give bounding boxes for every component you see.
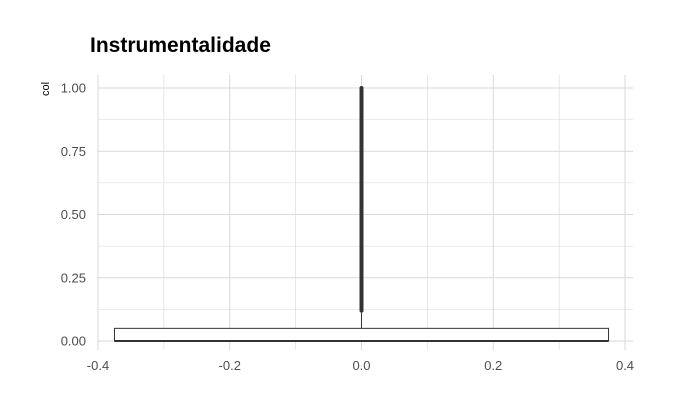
y-tick-label: 0.75: [61, 144, 86, 159]
x-tick-label: 0.2: [484, 358, 502, 373]
y-tick-label: 1.00: [61, 81, 86, 96]
y-tick-label: 0.50: [61, 207, 86, 222]
y-tick-label: 0.00: [61, 334, 86, 349]
y-axis-label: col: [40, 82, 52, 96]
y-tick-labels: 0.00 0.25 0.50 0.75 1.00: [61, 81, 86, 349]
x-tick-labels: -0.4 -0.2 0.0 0.2 0.4: [87, 358, 634, 373]
x-tick-label: -0.4: [87, 358, 109, 373]
y-tick-label: 0.25: [61, 270, 86, 285]
grid-lines: [97, 75, 633, 350]
x-tick-label: -0.2: [219, 358, 241, 373]
x-tick-label: 0.0: [352, 358, 370, 373]
chart-title: Instrumentalidade: [90, 34, 271, 57]
box-body: [113, 327, 610, 342]
x-tick-label: 0.4: [616, 358, 634, 373]
chart-marks: [113, 86, 610, 342]
